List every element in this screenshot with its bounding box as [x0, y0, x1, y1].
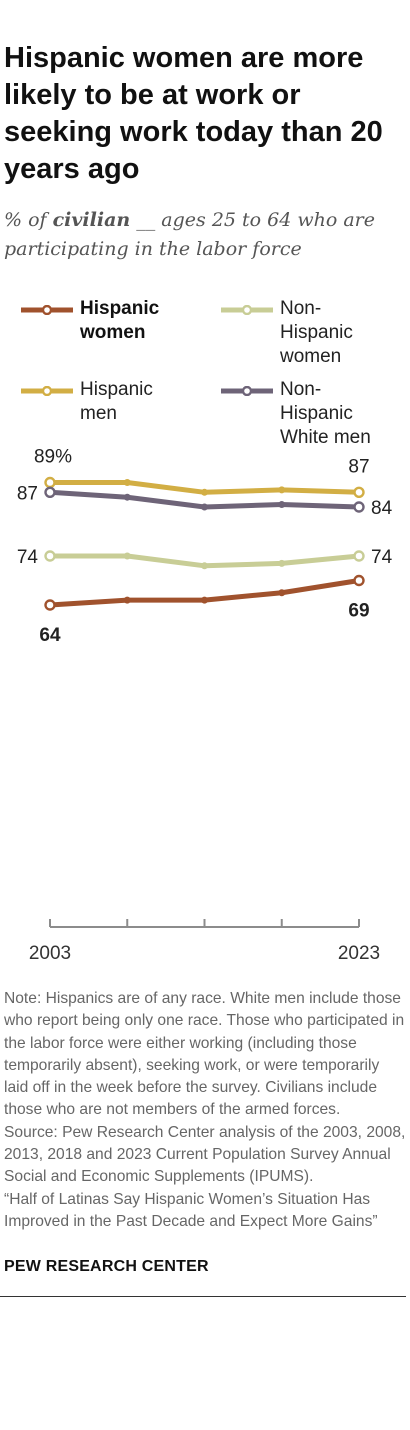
data-label-non-hispanic-white-men: 84: [371, 498, 393, 519]
data-point-hispanic-women: [353, 574, 365, 587]
legend-swatch-hispanic-men: [21, 386, 73, 396]
source-text: Source: Pew Research Center analysis of …: [4, 1123, 406, 1186]
data-point-non-hispanic-white-men: [123, 493, 131, 501]
legend-swatch-non-hispanic-women: [221, 305, 273, 315]
legend-label-hispanic-women: Hispanic women: [80, 298, 160, 343]
data-point-hispanic-men: [278, 486, 286, 494]
x-tick-label: 2023: [338, 943, 380, 964]
data-point-hispanic-men: [123, 479, 131, 486]
data-point-non-hispanic-white-men: [278, 501, 286, 509]
data-point-non-hispanic-women: [278, 559, 286, 567]
data-point-hispanic-women: [123, 596, 131, 604]
data-label-hispanic-women: 64: [39, 625, 61, 646]
data-point-non-hispanic-women: [353, 550, 365, 562]
legend-label-non-hispanic-women: Non-Hispanic women: [280, 298, 353, 367]
data-point-hispanic-men: [201, 488, 208, 496]
data-point-hispanic-men: [44, 476, 56, 489]
legend-label-non-hispanic-white-men: Non-Hispanic White men: [280, 379, 371, 448]
data-point-non-hispanic-white-men: [201, 503, 208, 511]
legend-label-hispanic-men: Hispanic men: [80, 379, 153, 424]
data-label-non-hispanic-women: 74: [17, 547, 39, 568]
data-point-hispanic-men: [353, 486, 365, 498]
legend-swatch-hispanic-women: [21, 305, 73, 315]
data-point-non-hispanic-white-men: [44, 486, 56, 498]
data-point-non-hispanic-women: [201, 562, 208, 570]
data-label-hispanic-women: 69: [348, 601, 369, 622]
chart-title: Hispanic women are more likely to be at …: [4, 42, 383, 185]
data-point-non-hispanic-white-men: [353, 501, 365, 513]
data-point-hispanic-women: [278, 589, 286, 597]
subtitle-pre: % of: [4, 209, 53, 231]
data-label-hispanic-men: 89%: [34, 447, 72, 468]
data-label-non-hispanic-women: 74: [371, 547, 393, 568]
data-point-non-hispanic-women: [123, 552, 131, 560]
data-label-hispanic-men: 87: [348, 456, 369, 477]
legend-swatch-non-hispanic-white-men: [221, 386, 273, 396]
data-point-hispanic-women: [201, 596, 208, 604]
footer-rule: [0, 1296, 406, 1297]
subtitle-post: __ ages 25 to 64 who are participating i…: [4, 209, 376, 260]
x-tick-label: 2003: [29, 943, 71, 964]
data-point-hispanic-women: [44, 599, 56, 611]
data-label-non-hispanic-white-men: 87: [17, 483, 38, 504]
notes-block: Note: Hispanics are of any race. White m…: [4, 988, 406, 1233]
report-title: “Half of Latinas Say Hispanic Women’s Si…: [4, 1190, 378, 1230]
note-text: Note: Hispanics are of any race. White m…: [4, 990, 405, 1119]
data-point-non-hispanic-women: [44, 550, 56, 562]
publisher-logo: PEW RESEARCH CENTER: [4, 1258, 209, 1275]
chart-subtitle: % of civilian __ ages 25 to 64 who are p…: [4, 206, 404, 264]
subtitle-emphasis: civilian: [52, 209, 131, 231]
